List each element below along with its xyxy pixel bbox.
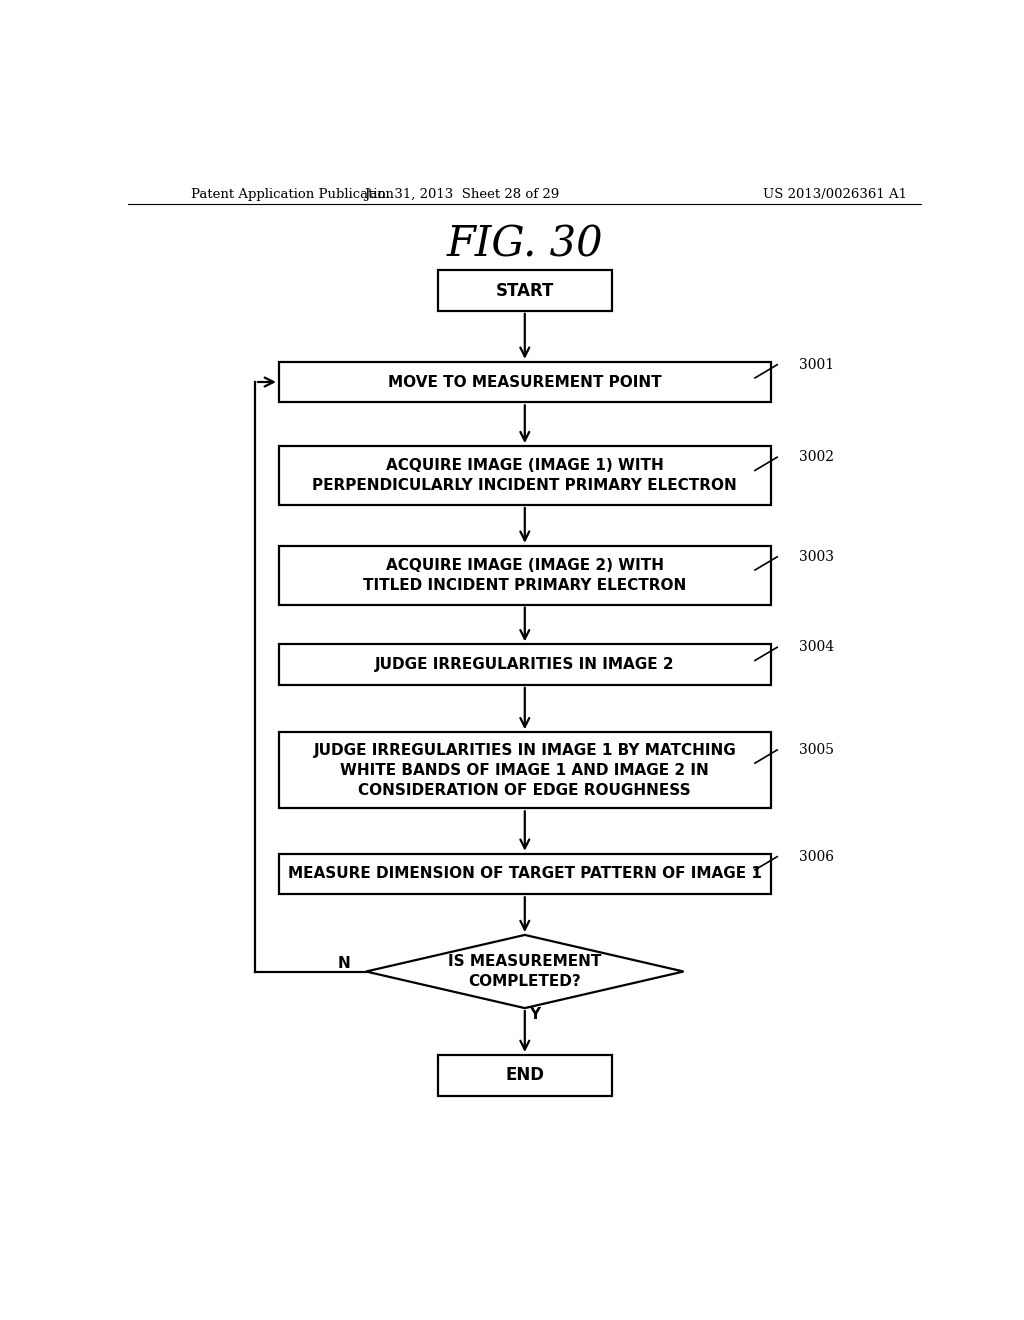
- FancyBboxPatch shape: [279, 362, 771, 403]
- Text: START: START: [496, 281, 554, 300]
- FancyBboxPatch shape: [437, 271, 612, 312]
- FancyBboxPatch shape: [279, 644, 771, 685]
- Text: 3002: 3002: [799, 450, 834, 465]
- FancyBboxPatch shape: [279, 733, 771, 808]
- Text: 3003: 3003: [799, 550, 834, 564]
- Text: MEASURE DIMENSION OF TARGET PATTERN OF IMAGE 1: MEASURE DIMENSION OF TARGET PATTERN OF I…: [288, 866, 762, 882]
- FancyBboxPatch shape: [279, 854, 771, 894]
- Text: IS MEASUREMENT
COMPLETED?: IS MEASUREMENT COMPLETED?: [449, 954, 601, 989]
- Text: END: END: [505, 1067, 545, 1084]
- Text: FIG. 30: FIG. 30: [446, 224, 603, 265]
- Text: US 2013/0026361 A1: US 2013/0026361 A1: [763, 189, 907, 202]
- Text: Y: Y: [528, 1007, 540, 1022]
- Text: 3001: 3001: [799, 358, 834, 372]
- Text: N: N: [338, 956, 350, 972]
- Text: Patent Application Publication: Patent Application Publication: [191, 189, 394, 202]
- Text: JUDGE IRREGULARITIES IN IMAGE 2: JUDGE IRREGULARITIES IN IMAGE 2: [375, 657, 675, 672]
- FancyBboxPatch shape: [279, 446, 771, 506]
- Text: 3005: 3005: [799, 743, 834, 756]
- Text: JUDGE IRREGULARITIES IN IMAGE 1 BY MATCHING
WHITE BANDS OF IMAGE 1 AND IMAGE 2 I: JUDGE IRREGULARITIES IN IMAGE 1 BY MATCH…: [313, 743, 736, 797]
- Text: ACQUIRE IMAGE (IMAGE 2) WITH
TITLED INCIDENT PRIMARY ELECTRON: ACQUIRE IMAGE (IMAGE 2) WITH TITLED INCI…: [364, 558, 686, 593]
- Text: 3006: 3006: [799, 850, 834, 863]
- Text: MOVE TO MEASUREMENT POINT: MOVE TO MEASUREMENT POINT: [388, 375, 662, 389]
- Text: 3004: 3004: [799, 640, 834, 655]
- Text: Jan. 31, 2013  Sheet 28 of 29: Jan. 31, 2013 Sheet 28 of 29: [364, 189, 559, 202]
- FancyBboxPatch shape: [279, 545, 771, 605]
- Polygon shape: [367, 935, 684, 1008]
- FancyBboxPatch shape: [437, 1055, 612, 1096]
- Text: ACQUIRE IMAGE (IMAGE 1) WITH
PERPENDICULARLY INCIDENT PRIMARY ELECTRON: ACQUIRE IMAGE (IMAGE 1) WITH PERPENDICUL…: [312, 458, 737, 492]
